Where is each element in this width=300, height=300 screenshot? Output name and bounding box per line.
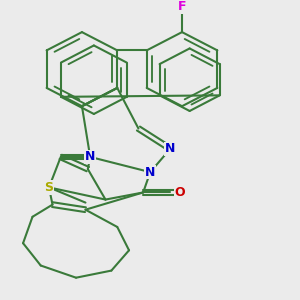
Text: S: S bbox=[44, 181, 53, 194]
Text: F: F bbox=[178, 0, 186, 13]
Text: N: N bbox=[165, 142, 175, 155]
Text: N: N bbox=[85, 150, 95, 164]
Text: N: N bbox=[145, 166, 155, 179]
Text: O: O bbox=[174, 186, 185, 199]
